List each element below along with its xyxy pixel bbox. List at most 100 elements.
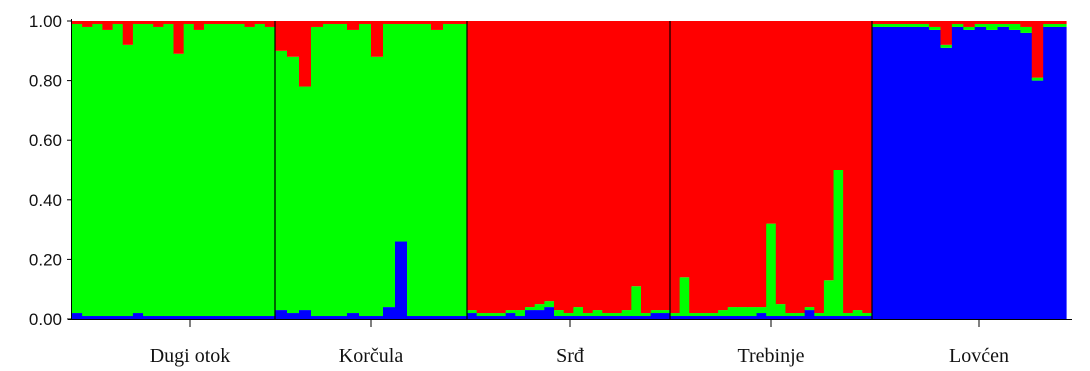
- bar-segment-blue: [335, 316, 348, 319]
- bar-segment-blue: [419, 316, 432, 319]
- bar-segment-blue: [641, 316, 652, 319]
- bar-segment-green: [917, 23, 930, 27]
- bar-segment-red: [746, 21, 758, 308]
- bar-segment-blue: [443, 316, 456, 319]
- bar-segment-green: [573, 307, 584, 317]
- bar-segment-green: [883, 23, 896, 27]
- y-tick-label: 0.00: [29, 310, 62, 329]
- bar-segment-green: [82, 26, 93, 317]
- bar-segment-green: [132, 23, 144, 314]
- bar-segment-blue: [612, 316, 623, 319]
- bar-segment-red: [347, 21, 360, 30]
- bar-segment-green: [746, 307, 758, 317]
- bar-segment-green: [986, 23, 999, 30]
- bar-segment-green: [660, 310, 671, 314]
- bar-segment-red: [299, 21, 312, 87]
- bar-segment-blue: [264, 316, 276, 319]
- y-tick-label: 0.60: [29, 131, 62, 150]
- bar-segment-green: [525, 307, 536, 311]
- bar-segment-green: [153, 26, 164, 317]
- bar-segment-red: [323, 21, 336, 24]
- bar-segment-blue: [467, 313, 478, 319]
- bar-segment-green: [173, 53, 185, 317]
- bar-segment-blue: [785, 316, 796, 319]
- bar-segment-blue: [737, 316, 748, 319]
- bar-segment-red: [872, 21, 885, 24]
- bar-segment-green: [193, 29, 205, 317]
- bar-segment-blue: [347, 313, 360, 319]
- bar-segment-blue: [455, 316, 468, 319]
- bar-segment-blue: [592, 316, 603, 319]
- bar-segment-green: [244, 26, 256, 317]
- bar-segment-red: [476, 21, 487, 314]
- bar-segment-green: [72, 23, 83, 314]
- bar-segment-green: [974, 23, 987, 27]
- bar-segment-red: [153, 21, 164, 27]
- bar-segment-green: [431, 29, 444, 317]
- bar-segment-green: [486, 313, 497, 317]
- bar-segment-red: [951, 21, 964, 24]
- bar-segment-red: [244, 21, 256, 27]
- bar-segment-green: [455, 23, 468, 317]
- bar-segment-green: [727, 307, 738, 317]
- bar-segment-red: [496, 21, 507, 314]
- bar-segment-red: [287, 21, 300, 57]
- bar-segment-blue: [431, 316, 444, 319]
- bar-segment-blue: [224, 316, 235, 319]
- bar-segment-red: [621, 21, 632, 311]
- bar-segment-green: [224, 23, 235, 317]
- bar-segment-blue: [183, 316, 195, 319]
- bar-segment-green: [275, 50, 288, 311]
- bar-segment-blue: [766, 316, 777, 319]
- bar-segment-red: [997, 21, 1010, 24]
- bar-segment-red: [963, 21, 976, 27]
- bar-segment-blue: [573, 316, 584, 319]
- bar-segment-green: [756, 307, 767, 314]
- bar-segment-green: [102, 29, 114, 317]
- bar-segment-red: [102, 21, 114, 30]
- bar-segment-red: [906, 21, 919, 24]
- bar-segment-blue: [554, 316, 565, 319]
- bar-segment-red: [143, 21, 154, 24]
- bar-segment-green: [1054, 23, 1067, 27]
- bar-segment-blue: [631, 316, 642, 319]
- bar-segment-green: [602, 313, 613, 317]
- bar-segment-green: [612, 313, 623, 317]
- bar-segment-red: [843, 21, 854, 314]
- y-tick-label: 1.00: [29, 12, 62, 31]
- bar-segment-red: [602, 21, 613, 314]
- bar-segment-green: [592, 310, 603, 317]
- bar-segment-red: [862, 21, 873, 314]
- bar-segment-green: [951, 23, 964, 27]
- bar-segment-blue: [718, 316, 729, 319]
- bar-segment-red: [431, 21, 444, 30]
- bar-segment-red: [183, 21, 195, 24]
- population-label: Trebinje: [737, 345, 804, 367]
- bar-segment-red: [670, 21, 681, 314]
- bar-segment-red: [534, 21, 545, 305]
- bar-segment-blue: [929, 29, 942, 319]
- y-tick-group: 0.00 0.20 0.40 0.60 0.80 1.00: [29, 12, 72, 329]
- bar-segment-green: [718, 310, 729, 317]
- bar-segment-green: [234, 23, 246, 317]
- bar-segment-red: [515, 21, 526, 311]
- bar-segment-red: [214, 21, 225, 24]
- bar-segment-blue: [894, 26, 907, 320]
- bar-segment-red: [737, 21, 748, 308]
- bar-segment-red: [224, 21, 235, 24]
- bar-segment-red: [573, 21, 584, 308]
- bar-segment-blue: [862, 316, 873, 319]
- bar-segment-green: [843, 313, 854, 317]
- bar-segment-blue: [917, 26, 930, 320]
- bar-segment-green: [1031, 77, 1044, 81]
- bar-segment-green: [708, 313, 719, 317]
- bar-segment-blue: [940, 47, 953, 319]
- bar-segment-green: [833, 170, 844, 317]
- bar-segment-blue: [287, 313, 300, 319]
- bar-segment-green: [679, 277, 690, 317]
- bar-segment-blue: [563, 316, 574, 319]
- bar-segment-red: [660, 21, 671, 311]
- bar-segment-green: [112, 23, 124, 317]
- bar-segment-red: [132, 21, 144, 24]
